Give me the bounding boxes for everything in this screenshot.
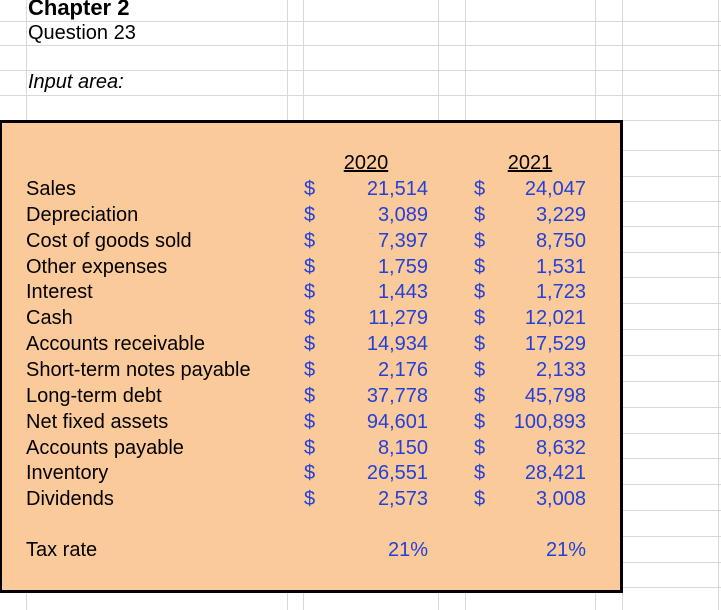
currency-symbol: $ [474, 437, 486, 459]
value-2021[interactable]: 8,632 [535, 437, 586, 459]
currency-symbol: $ [304, 411, 316, 433]
currency-symbol: $ [304, 385, 316, 407]
table-row-sales: Sales $21,514 $24,047 [2, 176, 620, 202]
value-2020[interactable]: 8,150 [377, 437, 428, 459]
value-2020[interactable]: 1,443 [377, 281, 428, 303]
currency-symbol: $ [304, 462, 316, 484]
value-2021[interactable]: 8,750 [535, 230, 586, 252]
column-header-2020[interactable]: 2020 [343, 152, 389, 174]
table-row-inventory: Inventory $26,551 $28,421 [2, 460, 620, 486]
value-2020[interactable]: 1,759 [377, 256, 428, 278]
currency-symbol: $ [474, 256, 486, 278]
currency-symbol: $ [474, 333, 486, 355]
currency-symbol: $ [304, 437, 316, 459]
row-label[interactable]: Sales [26, 178, 77, 200]
row-label[interactable]: Accounts receivable [26, 333, 205, 355]
row-label[interactable]: Interest [26, 281, 93, 303]
tax-rate-2021[interactable]: 21% [545, 539, 586, 561]
currency-symbol: $ [474, 385, 486, 407]
row-label[interactable]: Net fixed assets [26, 411, 169, 433]
currency-symbol: $ [474, 230, 486, 252]
row-label[interactable]: Cash [26, 307, 73, 329]
row-label[interactable]: Cost of goods sold [26, 230, 192, 252]
tax-rate-2020[interactable]: 21% [387, 539, 428, 561]
currency-symbol: $ [304, 281, 316, 303]
row-label[interactable]: Long-term debt [26, 385, 162, 407]
value-2021[interactable]: 28,421 [524, 462, 586, 484]
table-row-interest: Interest $1,443 $1,723 [2, 279, 620, 305]
currency-symbol: $ [304, 333, 316, 355]
value-2021[interactable]: 12,021 [524, 307, 586, 329]
value-2020[interactable]: 26,551 [366, 462, 428, 484]
gridline-h [0, 95, 721, 96]
table-row-cogs: Cost of goods sold $7,397 $8,750 [2, 228, 620, 254]
value-2020[interactable]: 2,176 [377, 359, 428, 381]
currency-symbol: $ [304, 256, 316, 278]
value-2021[interactable]: 24,047 [524, 178, 586, 200]
table-row-accounts-receivable: Accounts receivable $14,934 $17,529 [2, 331, 620, 357]
row-label[interactable]: Inventory [26, 462, 109, 484]
currency-symbol: $ [474, 411, 486, 433]
value-2021[interactable]: 1,723 [535, 281, 586, 303]
table-row-tax-rate: Tax rate 21% 21% [2, 537, 620, 563]
question-label: Question 23 [28, 22, 136, 44]
currency-symbol: $ [474, 359, 486, 381]
currency-symbol: $ [304, 307, 316, 329]
value-2020[interactable]: 2,573 [377, 488, 428, 510]
value-2021[interactable]: 2,133 [535, 359, 586, 381]
value-2021[interactable]: 45,798 [524, 385, 586, 407]
gridline-h [0, 21, 721, 22]
value-2020[interactable]: 37,778 [366, 385, 428, 407]
currency-symbol: $ [304, 204, 316, 226]
input-area-box: 2020 2021 Sales $21,514 $24,047 Deprecia… [0, 120, 623, 593]
currency-symbol: $ [474, 281, 486, 303]
value-2021[interactable]: 3,008 [535, 488, 586, 510]
row-label[interactable]: Depreciation [26, 204, 139, 226]
currency-symbol: $ [304, 178, 316, 200]
table-row-other-expenses: Other expenses $1,759 $1,531 [2, 254, 620, 280]
value-2020[interactable]: 14,934 [366, 333, 428, 355]
gridline-h [0, 70, 721, 71]
table-row-long-term-debt: Long-term debt $37,778 $45,798 [2, 383, 620, 409]
currency-symbol: $ [304, 359, 316, 381]
value-2020[interactable]: 11,279 [368, 307, 428, 329]
column-header-2021[interactable]: 2021 [507, 152, 553, 174]
row-label[interactable]: Dividends [26, 488, 114, 510]
currency-symbol: $ [474, 488, 486, 510]
value-2020[interactable]: 7,397 [377, 230, 428, 252]
value-2021[interactable]: 17,529 [524, 333, 586, 355]
input-area-label: Input area: [28, 71, 124, 93]
gridline-v [718, 0, 719, 610]
value-2021[interactable]: 1,531 [535, 256, 586, 278]
value-2021[interactable]: 3,229 [535, 204, 586, 226]
table-row-dividends: Dividends $2,573 $3,008 [2, 486, 620, 512]
table-row-depreciation: Depreciation $3,089 $3,229 [2, 202, 620, 228]
currency-symbol: $ [474, 462, 486, 484]
table-row-accounts-payable: Accounts payable $8,150 $8,632 [2, 435, 620, 461]
row-label[interactable]: Short-term notes payable [26, 359, 251, 381]
value-2020[interactable]: 21,514 [366, 178, 428, 200]
currency-symbol: $ [474, 307, 486, 329]
currency-symbol: $ [474, 178, 486, 200]
year-header-row: 2020 2021 [2, 150, 620, 176]
table-row-cash: Cash $11,279 $12,021 [2, 305, 620, 331]
row-label[interactable]: Tax rate [26, 539, 98, 561]
value-2020[interactable]: 94,601 [366, 411, 428, 433]
currency-symbol: $ [474, 204, 486, 226]
table-row-short-term-notes: Short-term notes payable $2,176 $2,133 [2, 357, 620, 383]
value-2021[interactable]: 100,893 [513, 411, 586, 433]
gridline-h [0, 45, 721, 46]
row-label[interactable]: Other expenses [26, 256, 168, 278]
currency-symbol: $ [304, 230, 316, 252]
currency-symbol: $ [304, 488, 316, 510]
table-row-net-fixed-assets: Net fixed assets $94,601 $100,893 [2, 409, 620, 435]
page-title: Chapter 2 [28, 0, 130, 20]
row-label[interactable]: Accounts payable [26, 437, 184, 459]
value-2020[interactable]: 3,089 [377, 204, 428, 226]
